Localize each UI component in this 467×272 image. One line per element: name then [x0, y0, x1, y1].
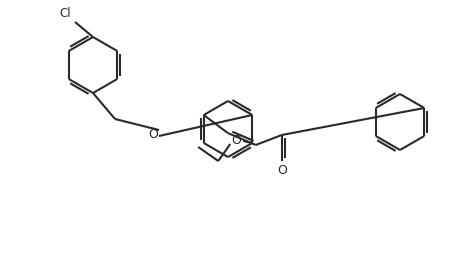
Text: O: O: [148, 128, 158, 141]
Text: O: O: [277, 163, 287, 177]
Text: O: O: [231, 134, 241, 147]
Text: Cl: Cl: [59, 7, 71, 20]
